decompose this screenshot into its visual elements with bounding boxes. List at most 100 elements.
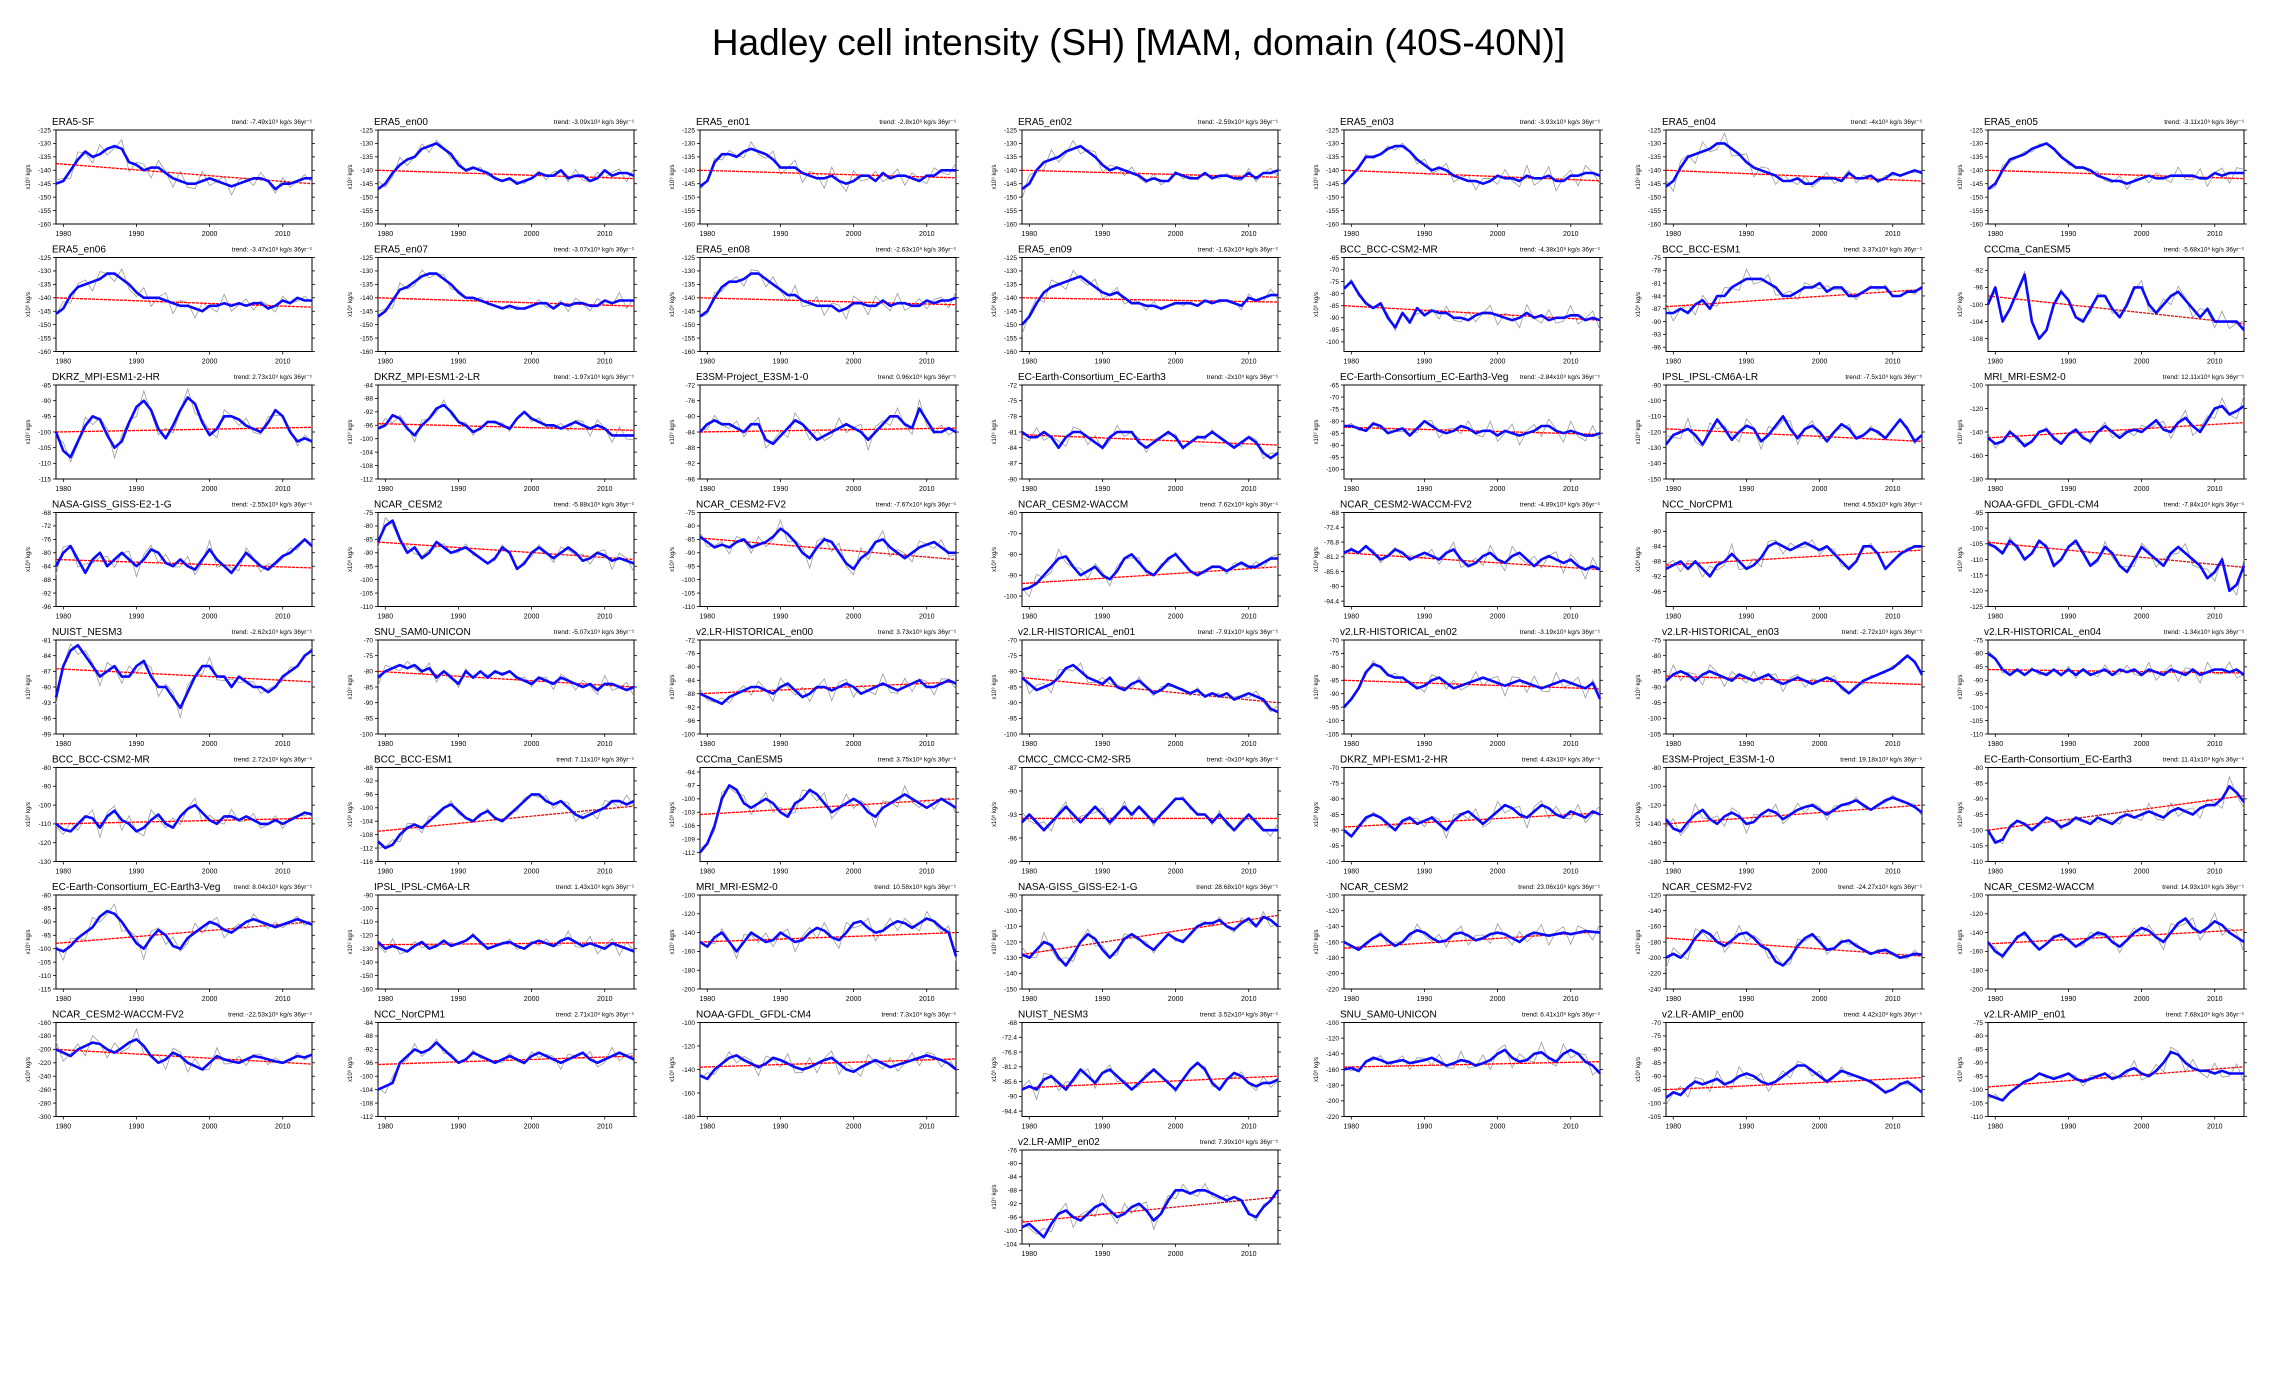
y-tick-label: -96	[686, 718, 696, 725]
y-tick-label: -84	[42, 653, 52, 660]
y-tick-label: -75	[1974, 637, 1984, 644]
y-tick-label: -80	[364, 523, 374, 530]
trend-label: trend: -7.91x10⁹ kg/s 36yr⁻¹	[1198, 629, 1279, 636]
y-tick-label: -105	[360, 590, 373, 597]
smoothed-series-line	[1021, 144, 1279, 191]
x-tick-label: 2000	[524, 614, 540, 621]
trend-label: trend: -3.11x10⁹ kg/s 36yr⁻¹	[2164, 119, 2245, 126]
y-tick-label: -145	[38, 181, 51, 188]
x-tick-label: 1980	[1022, 486, 1038, 493]
panel-title: NUIST_NESM3	[1018, 1010, 1088, 1021]
y-axis-label: x10⁹ kg/s	[25, 420, 32, 445]
panel-title: ERA5_en03	[1340, 117, 1394, 128]
y-tick-label: -90	[1974, 796, 1984, 803]
y-tick-label: -130	[682, 268, 695, 275]
y-tick-label: -70	[364, 637, 374, 644]
trend-label: trend: -4x10⁹ kg/s 36yr⁻¹	[1851, 119, 1923, 126]
x-tick-label: 1990	[451, 1124, 467, 1131]
plot-frame	[1021, 639, 1279, 735]
y-axis-label: x10⁹ kg/s	[1313, 802, 1320, 827]
x-tick-label: 1980	[700, 996, 716, 1003]
x-tick-label: 1990	[129, 869, 145, 876]
y-tick-label: -140	[38, 295, 51, 302]
x-tick-label: 1990	[773, 614, 789, 621]
y-tick-label: -81.2	[1324, 554, 1339, 561]
plot-frame	[1665, 129, 1923, 225]
annual-series-line	[1021, 424, 1278, 460]
x-tick-label: 2010	[2207, 869, 2223, 876]
y-tick-label: -96	[1652, 345, 1662, 352]
y-tick-label: -90	[1974, 678, 1984, 685]
x-tick-label: 1980	[1666, 869, 1682, 876]
panel-title: NUIST_NESM3	[52, 627, 122, 638]
annual-series-line	[377, 399, 635, 444]
y-tick-label: -95	[1974, 510, 1984, 517]
trend-label: trend: 10.58x10⁹ kg/s 36yr⁻¹	[874, 884, 957, 891]
y-tick-label: -85	[42, 906, 52, 913]
panel-title: NOAA-GFDL_GFDL-CM4	[696, 1010, 811, 1021]
x-tick-label: 2010	[2207, 741, 2223, 748]
y-tick-label: -150	[1648, 476, 1661, 483]
panel-title: NCC_NorCPM1	[374, 1010, 446, 1021]
trend-label: trend: -5.88x10⁹ kg/s 36yr⁻¹	[554, 502, 635, 509]
y-tick-label: -240	[38, 1074, 51, 1081]
y-tick-label: -100	[1648, 784, 1661, 791]
y-tick-label: -85	[1652, 1060, 1662, 1067]
trend-label: trend: -1.97x10⁹ kg/s 36yr⁻¹	[554, 374, 635, 381]
trend-line	[55, 817, 313, 825]
annual-series-line	[699, 399, 957, 452]
plot-frame	[1987, 767, 2245, 862]
smoothed-series-line	[377, 793, 635, 850]
x-tick-label: 2010	[1241, 231, 1257, 238]
annual-series-line	[699, 910, 957, 961]
y-tick-label: -140	[360, 959, 373, 966]
annual-series-line	[1021, 795, 1279, 837]
y-tick-label: -85	[1330, 303, 1340, 310]
y-tick-label: -92	[364, 778, 374, 785]
panel-title: BCC_BCC-ESM1	[1662, 245, 1741, 256]
x-tick-label: 1990	[1095, 741, 1111, 748]
y-tick-label: -110	[38, 461, 51, 468]
smoothed-series-line	[1021, 1061, 1279, 1091]
y-tick-label: -95	[364, 564, 374, 571]
trend-line	[55, 1048, 313, 1065]
y-tick-label: -150	[360, 973, 373, 980]
y-tick-label: -85.6	[1002, 1079, 1017, 1086]
trend-label: trend: -3.47x10⁹ kg/s 36yr⁻¹	[232, 247, 313, 254]
chart-panel: BCC_BCC-ESM1 trend: 3.37x10⁹ kg/s 36yr⁻¹ x…	[1635, 245, 1925, 366]
y-tick-label: -80	[686, 664, 696, 671]
y-tick-label: -160	[1648, 840, 1661, 847]
y-tick-label: -75	[1974, 1020, 1984, 1027]
plot-frame	[55, 129, 313, 225]
smoothed-series-line	[1343, 280, 1601, 329]
y-tick-label: -160	[38, 349, 51, 356]
smoothed-series-line	[377, 272, 634, 318]
x-tick-label: 2010	[2207, 614, 2223, 621]
plot-frame	[377, 384, 635, 480]
y-tick-label: -110	[360, 604, 373, 611]
x-tick-label: 2010	[1563, 486, 1579, 493]
y-tick-label: -85	[1974, 780, 1984, 787]
trend-label: trend: -0x10⁹ kg/s 36yr⁻¹	[1207, 757, 1279, 764]
chart-panel: E3SM-Project_E3SM-1-0 trend: 19.18x10⁹ kg…	[1635, 755, 1925, 876]
y-tick-label: -90	[1008, 700, 1018, 707]
y-axis-label: x10⁹ kg/s	[1313, 420, 1320, 445]
chart-panel: NUIST_NESM3 trend: -2.62x10⁹ kg/s 36yr⁻¹ x…	[25, 627, 315, 748]
x-tick-label: 1980	[1344, 996, 1360, 1003]
panel-title: NASA-GISS_GISS-E2-1-G	[1018, 882, 1138, 893]
x-tick-label: 1980	[1344, 231, 1360, 238]
x-tick-label: 1980	[1988, 741, 2004, 748]
y-tick-label: -90	[1330, 315, 1340, 322]
chart-panel: NCAR_CESM2-WACCM-FV2 trend: -22.53x10⁹ kg…	[25, 1010, 315, 1131]
y-tick-label: -140	[1648, 821, 1661, 828]
y-tick-label: -130	[1326, 141, 1339, 148]
x-tick-label: 2000	[1812, 359, 1828, 366]
trend-label: trend: 7.62x10⁹ kg/s 36yr⁻¹	[1200, 502, 1279, 509]
y-tick-label: -125	[1970, 604, 1983, 611]
y-tick-label: -80	[364, 669, 374, 676]
x-tick-label: 2000	[524, 359, 540, 366]
x-tick-label: 2000	[846, 996, 862, 1003]
y-tick-label: -180	[1970, 476, 1983, 483]
y-tick-label: -125	[682, 255, 695, 262]
